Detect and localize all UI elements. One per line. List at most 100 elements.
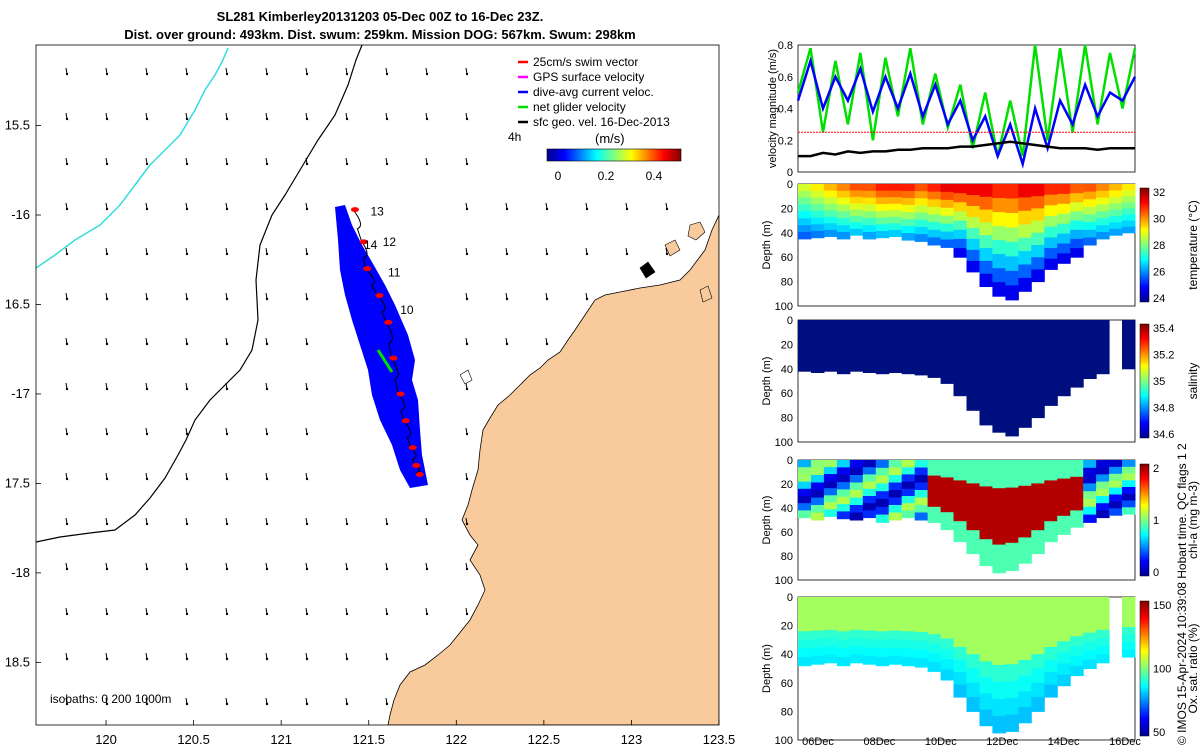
temperature-colorbar [1139, 187, 1150, 303]
section-cell [940, 669, 955, 681]
section-cell [953, 500, 967, 512]
section-cell [862, 326, 877, 334]
section-cell [1096, 197, 1110, 206]
section-cell [953, 684, 967, 698]
section-cell [888, 490, 903, 498]
section-cell [1070, 320, 1084, 329]
depth-tick-label: 60 [781, 388, 793, 400]
section-cell [1031, 393, 1045, 406]
section-cell [1031, 344, 1045, 358]
section-cell [1018, 360, 1032, 375]
section-cell [1018, 644, 1032, 661]
section-cell [940, 486, 955, 496]
section-cell [1018, 707, 1032, 724]
section-cell [798, 190, 812, 199]
section-cell [914, 649, 929, 659]
section-cell [1057, 357, 1071, 368]
section-cell [992, 544, 1006, 560]
section-cell [901, 639, 916, 649]
section-cell [1044, 634, 1058, 648]
section-cell [1070, 353, 1084, 363]
depth-ylabel: Depth (m) [761, 496, 773, 545]
section-cell [1044, 470, 1058, 481]
section-cell [979, 235, 993, 249]
section-cell [1057, 597, 1071, 609]
section-cell [901, 474, 916, 483]
section-cell [1096, 232, 1110, 240]
colorbar-tick-label: 35 [1153, 376, 1165, 388]
section-cell [1057, 376, 1071, 387]
section-cell [940, 359, 955, 368]
depth-tick-label: 20 [781, 621, 793, 633]
section-cell [862, 204, 877, 212]
section-cell [1109, 487, 1123, 495]
section-cell [992, 516, 1006, 531]
section-cell [823, 326, 838, 334]
section-cell [1122, 500, 1136, 508]
section-cell [1044, 320, 1058, 332]
section-cell [862, 481, 877, 490]
section-cell [1083, 483, 1097, 492]
section-cell [914, 347, 929, 355]
day-label: 11 [388, 265, 401, 279]
velocity-tick-label: 0.4 [778, 104, 793, 116]
section-cell [1031, 220, 1045, 234]
section-cell [875, 184, 890, 192]
section-cell [798, 358, 812, 366]
depth-tick-label: 80 [781, 706, 793, 718]
section-cell [966, 353, 980, 366]
section-cell [1018, 691, 1032, 708]
section-cell [823, 332, 838, 340]
section-cell [914, 467, 929, 476]
section-cell [1070, 370, 1084, 380]
colorbar-tick-label: 0 [1153, 567, 1159, 579]
section-cell [979, 552, 993, 567]
section-cell [1005, 270, 1019, 286]
section-cell [992, 320, 1006, 335]
section-cell [927, 467, 942, 477]
section-cell [1018, 413, 1032, 428]
section-cell [992, 348, 1006, 363]
section-cell [1057, 386, 1071, 397]
section-cell [1096, 621, 1110, 631]
section-cell [992, 502, 1006, 517]
section-cell [888, 339, 903, 347]
section-cell [927, 199, 942, 208]
section-cell [811, 346, 825, 354]
section-cell [979, 473, 993, 487]
section-cell [1070, 460, 1084, 469]
section-cell [823, 509, 838, 517]
section-cell [1044, 684, 1058, 698]
depth-tick-label: 40 [781, 649, 793, 661]
section-cell [849, 505, 864, 513]
section-cell [862, 613, 877, 623]
depth-ylabel: Depth (m) [761, 357, 773, 406]
section-cell [823, 597, 838, 606]
depth-tick-label: 20 [781, 203, 793, 215]
section-cell [836, 622, 851, 632]
section-cell [1057, 213, 1071, 225]
section-cell [927, 363, 942, 371]
panel-x-tick-label: 10Dec [925, 736, 957, 748]
section-cell [979, 597, 993, 614]
section-cell [1018, 675, 1032, 692]
section-cell [914, 490, 929, 498]
section-cell [979, 512, 993, 527]
section-cell [1031, 332, 1045, 345]
section-cell [1031, 196, 1045, 209]
section-cell [811, 204, 825, 212]
section-cell [1096, 225, 1110, 233]
section-cell [940, 327, 955, 337]
section-cell [849, 613, 864, 623]
section-cell [966, 320, 980, 332]
section-cell [1018, 320, 1032, 334]
section-cell [901, 191, 916, 199]
speed-colorbar [546, 148, 682, 162]
section-cell [798, 225, 812, 233]
section-cell [849, 326, 864, 334]
section-cell [992, 558, 1006, 574]
section-cell [901, 622, 916, 632]
section-cell [940, 597, 955, 608]
section-cell [1018, 511, 1032, 525]
